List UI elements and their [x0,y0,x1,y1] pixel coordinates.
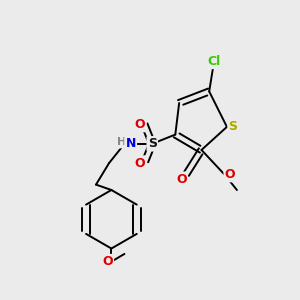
Text: S: S [148,137,157,150]
Text: H: H [117,137,126,147]
Text: Cl: Cl [207,55,220,68]
Text: O: O [135,118,145,131]
Text: O: O [102,255,113,268]
Text: O: O [176,173,187,186]
Text: N: N [125,137,136,150]
Text: O: O [135,157,145,169]
Text: O: O [225,168,235,181]
Text: S: S [229,120,238,134]
